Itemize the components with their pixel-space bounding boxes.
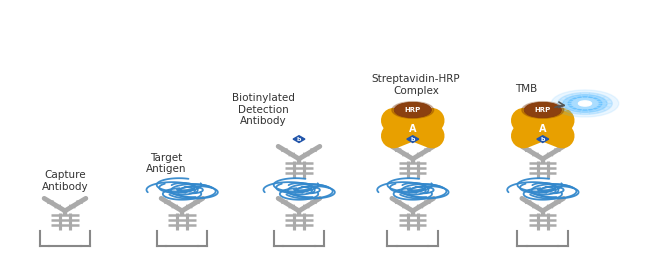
Text: b: b bbox=[411, 136, 415, 142]
Text: HRP: HRP bbox=[534, 107, 551, 113]
Text: b: b bbox=[541, 136, 545, 142]
Text: HRP: HRP bbox=[404, 107, 421, 113]
Circle shape bbox=[395, 103, 431, 117]
Text: A: A bbox=[539, 124, 547, 134]
Circle shape bbox=[525, 103, 561, 117]
Text: Biotinylated
Detection
Antibody: Biotinylated Detection Antibody bbox=[232, 93, 294, 126]
Text: TMB: TMB bbox=[515, 84, 538, 94]
Circle shape bbox=[558, 93, 612, 114]
Circle shape bbox=[392, 102, 434, 118]
Text: b: b bbox=[297, 136, 301, 142]
Circle shape bbox=[572, 98, 598, 109]
Circle shape bbox=[578, 101, 592, 106]
Circle shape bbox=[551, 90, 619, 117]
Circle shape bbox=[563, 95, 607, 112]
Circle shape bbox=[525, 103, 561, 117]
Text: Streptavidin-HRP
Complex: Streptavidin-HRP Complex bbox=[372, 74, 460, 96]
Circle shape bbox=[395, 103, 431, 117]
Circle shape bbox=[522, 102, 564, 118]
Polygon shape bbox=[293, 136, 305, 142]
Text: Capture
Antibody: Capture Antibody bbox=[42, 170, 88, 192]
Polygon shape bbox=[407, 136, 419, 142]
Text: Target
Antigen: Target Antigen bbox=[146, 153, 186, 174]
Text: A: A bbox=[409, 124, 417, 134]
Circle shape bbox=[568, 97, 602, 110]
Polygon shape bbox=[537, 136, 549, 142]
